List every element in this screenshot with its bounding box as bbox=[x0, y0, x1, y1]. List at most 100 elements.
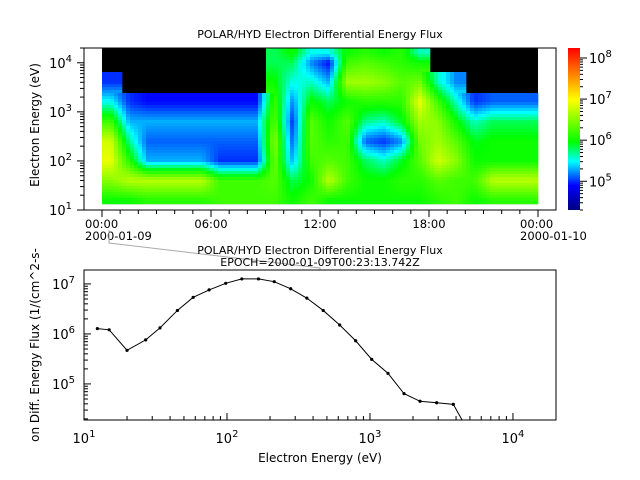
heatmap-cell bbox=[526, 201, 531, 205]
heatmap-cell bbox=[218, 171, 223, 175]
heatmap-cell bbox=[126, 162, 131, 166]
heatmap-cell bbox=[150, 126, 155, 130]
heatmap-cell bbox=[486, 93, 491, 97]
heatmap-cell bbox=[346, 144, 351, 148]
heatmap-cell bbox=[110, 102, 115, 106]
heatmap-cell bbox=[186, 99, 191, 103]
heatmap-cell bbox=[302, 87, 307, 91]
heatmap-cell bbox=[130, 174, 135, 178]
heatmap-cell bbox=[326, 189, 331, 193]
heatmap-cell bbox=[218, 168, 223, 172]
heatmap-cell bbox=[254, 159, 259, 163]
heatmap-cell bbox=[418, 165, 423, 169]
heatmap-cell bbox=[422, 66, 427, 70]
heatmap-cell bbox=[502, 99, 507, 103]
heatmap-cell bbox=[434, 84, 439, 88]
heatmap-cell bbox=[334, 126, 339, 130]
heatmap-cell bbox=[506, 123, 511, 127]
heatmap-cell bbox=[158, 126, 163, 130]
heatmap-cell bbox=[278, 156, 283, 160]
heatmap-cell bbox=[170, 156, 175, 160]
heatmap-cell bbox=[498, 126, 503, 130]
heatmap-cell bbox=[318, 159, 323, 163]
heatmap-cell bbox=[406, 156, 411, 160]
heatmap-cell bbox=[350, 72, 355, 76]
heatmap-cell bbox=[246, 186, 251, 190]
heatmap-cell bbox=[306, 171, 311, 175]
heatmap-cell bbox=[294, 117, 299, 121]
heatmap-cell bbox=[138, 132, 143, 136]
heatmap-cell bbox=[166, 144, 171, 148]
heatmap-cell bbox=[278, 198, 283, 202]
heatmap-cell bbox=[462, 120, 467, 124]
heatmap-cell bbox=[246, 189, 251, 193]
heatmap-cell bbox=[406, 99, 411, 103]
heatmap-cell bbox=[482, 126, 487, 130]
heatmap-cell bbox=[254, 183, 259, 187]
heatmap-cell bbox=[110, 177, 115, 181]
heatmap-cell bbox=[254, 192, 259, 196]
heatmap-cell bbox=[490, 186, 495, 190]
heatmap-cell bbox=[506, 114, 511, 118]
heatmap-cell bbox=[162, 144, 167, 148]
heatmap-cell bbox=[118, 93, 123, 97]
heatmap-cell bbox=[446, 141, 451, 145]
heatmap-cell bbox=[186, 198, 191, 202]
heatmap-cell bbox=[330, 96, 335, 100]
heatmap-cell bbox=[378, 96, 383, 100]
heatmap-cell bbox=[118, 108, 123, 112]
heatmap-cell bbox=[354, 48, 359, 52]
heatmap-cell bbox=[194, 99, 199, 103]
heatmap-cell bbox=[318, 141, 323, 145]
heatmap-cell bbox=[310, 165, 315, 169]
heatmap-cell bbox=[286, 72, 291, 76]
heatmap-cell bbox=[302, 60, 307, 64]
heatmap-cell bbox=[418, 105, 423, 109]
heatmap-cell bbox=[366, 69, 371, 73]
heatmap-cell bbox=[426, 135, 431, 139]
heatmap-cell bbox=[138, 135, 143, 139]
heatmap-cell bbox=[358, 159, 363, 163]
heatmap-cell bbox=[114, 126, 119, 130]
heatmap-cell bbox=[442, 201, 447, 205]
heatmap-cell bbox=[358, 135, 363, 139]
heatmap-cell bbox=[174, 138, 179, 142]
heatmap-cell bbox=[238, 114, 243, 118]
heatmap-cell bbox=[322, 51, 327, 55]
heatmap-cell bbox=[282, 171, 287, 175]
heatmap-cell bbox=[238, 150, 243, 154]
heatmap-cell bbox=[526, 153, 531, 157]
heatmap-cell bbox=[506, 99, 511, 103]
heatmap-cell bbox=[114, 180, 119, 184]
heatmap-cell bbox=[282, 57, 287, 61]
heatmap-cell bbox=[114, 108, 119, 112]
heatmap-cell bbox=[370, 60, 375, 64]
heatmap-cell bbox=[162, 132, 167, 136]
heatmap-cell bbox=[286, 51, 291, 55]
heatmap-cell bbox=[358, 75, 363, 79]
heatmap-cell bbox=[522, 129, 527, 133]
heatmap-cell bbox=[106, 117, 111, 121]
heatmap-cell bbox=[418, 153, 423, 157]
heatmap-cell bbox=[514, 153, 519, 157]
heatmap-cell bbox=[114, 159, 119, 163]
heatmap-cell bbox=[274, 75, 279, 79]
heatmap-cell bbox=[206, 123, 211, 127]
heatmap-cell bbox=[274, 108, 279, 112]
heatmap-cell bbox=[410, 72, 415, 76]
heatmap-cell bbox=[306, 60, 311, 64]
heatmap-cell bbox=[310, 147, 315, 151]
heatmap-cell bbox=[350, 198, 355, 202]
heatmap-cell bbox=[342, 165, 347, 169]
heatmap-cell bbox=[526, 183, 531, 187]
heatmap-cell bbox=[178, 153, 183, 157]
heatmap-cell bbox=[530, 93, 535, 97]
heatmap-cell bbox=[406, 147, 411, 151]
heatmap-cell bbox=[350, 132, 355, 136]
heatmap-cell bbox=[390, 117, 395, 121]
heatmap-cell bbox=[222, 192, 227, 196]
heatmap-cell bbox=[390, 150, 395, 154]
heatmap-cell bbox=[522, 105, 527, 109]
heatmap-cell bbox=[142, 96, 147, 100]
heatmap-cell bbox=[190, 156, 195, 160]
